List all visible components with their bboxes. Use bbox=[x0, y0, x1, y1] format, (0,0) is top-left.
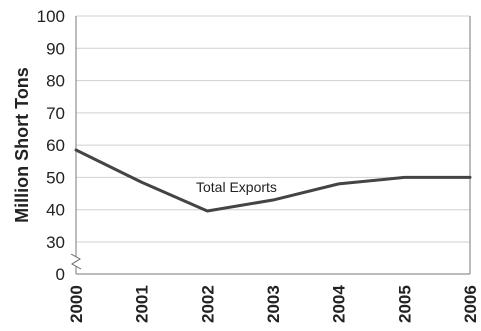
x-tick-label-2000: 2000 bbox=[67, 285, 86, 323]
y-tick-label-60: 60 bbox=[46, 136, 65, 155]
y-tick-label-30: 30 bbox=[46, 233, 65, 252]
y-tick-label-50: 50 bbox=[46, 168, 65, 187]
x-tick-label-2003: 2003 bbox=[264, 285, 283, 323]
y-tick-label-80: 80 bbox=[46, 72, 65, 91]
y-tick-label-40: 40 bbox=[46, 201, 65, 220]
x-tick-label-2006: 2006 bbox=[461, 285, 480, 323]
y-axis-label: Million Short Tons bbox=[12, 67, 32, 223]
x-tick-label-2004: 2004 bbox=[330, 285, 349, 323]
x-tick-label-2001: 2001 bbox=[133, 285, 152, 323]
y-tick-label-100: 100 bbox=[37, 7, 65, 26]
x-tick-label-2002: 2002 bbox=[198, 285, 217, 323]
axis-layer bbox=[70, 16, 471, 275]
y-axis-break bbox=[70, 253, 82, 270]
x-tick-label-2005: 2005 bbox=[395, 285, 414, 323]
label-layer: 0 30 40 50 60 70 80 90 100 2000 2001 2002 2003 2004 20… bbox=[12, 7, 480, 323]
series-annotation: Total Exports bbox=[196, 179, 277, 195]
y-tick-label-70: 70 bbox=[46, 104, 65, 123]
grid-layer bbox=[76, 15, 470, 243]
y-tick-label-90: 90 bbox=[46, 39, 65, 58]
series-layer bbox=[74, 148, 472, 213]
y-tick-label-0: 0 bbox=[56, 265, 65, 284]
